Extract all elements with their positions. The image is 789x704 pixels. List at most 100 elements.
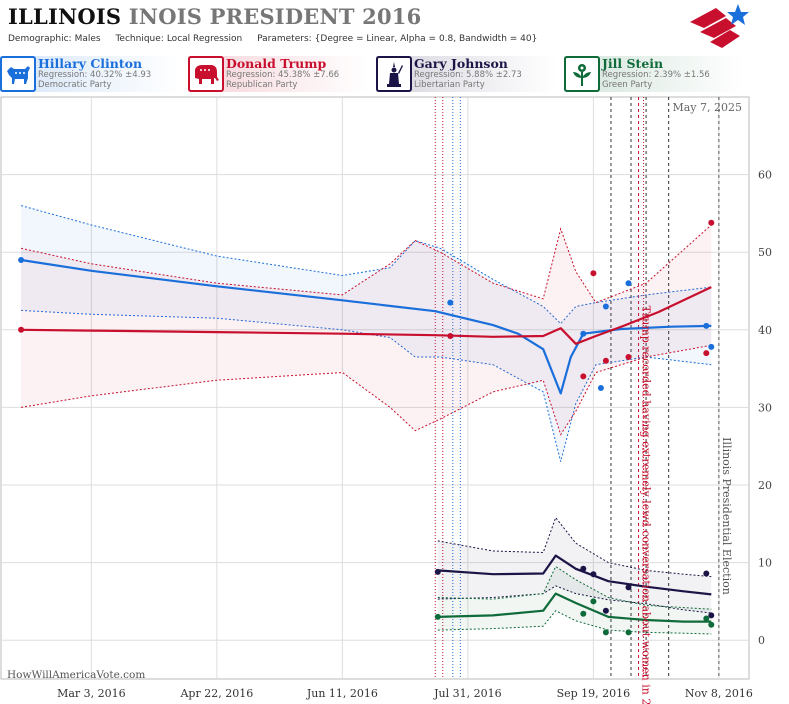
- confidence-band: [21, 225, 712, 435]
- param-key-demographic: Demographic:: [8, 34, 72, 44]
- poll-point: [434, 568, 441, 575]
- horizontal-gridlines: [1, 174, 749, 641]
- candidate-card-trump: Donald Trump Regression: 45.38% ±7.66 Re…: [188, 56, 368, 92]
- lower-bound-line: [21, 309, 712, 462]
- poll-point: [590, 571, 597, 578]
- confidence-band: [437, 566, 712, 634]
- x-tick-label: Mar 3, 2016: [57, 687, 126, 700]
- lower-bound-line: [437, 585, 712, 614]
- poll-point: [580, 330, 587, 337]
- watermark: HowWillAmericaVote.com: [7, 669, 145, 681]
- param-key-technique: Technique:: [115, 34, 164, 44]
- lower-bound-line: [437, 610, 712, 635]
- candidate-party: Democratic Party: [38, 80, 112, 90]
- poll-point: [590, 270, 597, 277]
- candidate-card-stein: Jill Stein Regression: 2.39% ±1.56 Green…: [564, 56, 744, 92]
- candidate-party: Libertarian Party: [414, 80, 485, 90]
- poll-point: [580, 610, 587, 617]
- poll-point: [434, 613, 441, 620]
- upper-bound-line: [20, 224, 712, 304]
- candidate-party: Green Party: [602, 80, 653, 90]
- x-tick-label: Jun 11, 2016: [306, 687, 378, 700]
- site-logo-icon: [690, 4, 749, 48]
- poll-point: [708, 219, 715, 226]
- param-value-technique: Local Regression: [166, 34, 243, 44]
- poll-point: [447, 299, 454, 306]
- y-tick-labels: 0 10 20 30 40 50 60: [758, 169, 772, 648]
- candidate-name: Donald Trump: [226, 56, 327, 71]
- lower-bound-line: [21, 344, 712, 436]
- candidate-card-clinton: Hillary Clinton Regression: 40.32% ±4.93…: [0, 56, 180, 92]
- poll-point: [602, 629, 609, 636]
- y-tick-label: 10: [758, 557, 772, 570]
- date-label: May 7, 2025: [672, 101, 742, 114]
- event-label: Trump recorded having extremely lewd con…: [640, 306, 653, 704]
- poll-point: [602, 607, 609, 614]
- candidate-name: Gary Johnson: [414, 56, 508, 71]
- poll-point: [708, 343, 715, 350]
- candidate-party: Republican Party: [226, 80, 298, 90]
- poll-point: [447, 333, 454, 339]
- candidate-name: Hillary Clinton: [38, 56, 143, 71]
- regression-line: [437, 554, 712, 596]
- title-race: INOIS PRESIDENT 2016: [128, 4, 422, 29]
- y-tick-label: 60: [758, 169, 772, 182]
- page-title: ILLINOIS INOIS PRESIDENT 2016: [8, 4, 421, 29]
- y-tick-label: 30: [758, 401, 772, 414]
- poll-point: [708, 612, 715, 619]
- poll-point: [602, 303, 609, 310]
- donkey-icon: [0, 56, 36, 92]
- param-value-parameters: {Degree = Linear, Alpha = 0.8, Bandwidth…: [314, 34, 538, 44]
- x-tick-label: Nov 8, 2016: [685, 687, 753, 700]
- poll-point: [597, 385, 604, 391]
- poll-point: [625, 629, 632, 636]
- poll-point: [708, 621, 715, 628]
- vertical-gridlines: [90, 97, 720, 679]
- candidate-regression: Regression: 45.38% ±7.66: [226, 70, 340, 80]
- event-lines: [434, 97, 720, 679]
- x-tick-label: Sep 19, 2016: [557, 687, 631, 700]
- poll-point: [703, 570, 710, 577]
- poll-chart: 0 10 20 30 40 50 60 Mar 3, 2016 Apr 22, 2016 Jun…: [0, 96, 772, 704]
- poll-points: [18, 219, 715, 636]
- poll-point: [18, 326, 25, 333]
- confidence-band: [437, 517, 712, 613]
- candidate-card-johnson: Gary Johnson Regression: 5.88% ±2.73 Lib…: [376, 56, 556, 92]
- poll-point: [625, 354, 632, 360]
- x-tick-labels: Mar 3, 2016 Apr 22, 2016 Jun 11, 2016 Jul 3…: [57, 687, 753, 700]
- event-label: Illinois Presidential Election: [720, 437, 733, 595]
- upper-bound-line: [437, 516, 712, 578]
- poll-point: [590, 598, 597, 605]
- upper-bound-line: [437, 565, 712, 610]
- x-tick-label: Jul 31, 2016: [433, 687, 502, 700]
- candidate-name: Jill Stein: [602, 56, 664, 71]
- poll-point: [703, 615, 710, 622]
- elephant-icon: [188, 56, 224, 92]
- candidate-regression: Regression: 40.32% ±4.93: [38, 70, 152, 80]
- param-key-parameters: Parameters:: [257, 34, 312, 44]
- plot-frame: [0, 96, 750, 680]
- candidate-regression: Regression: 2.39% ±1.56: [602, 70, 710, 80]
- regression-lines: [20, 258, 712, 623]
- poll-point: [703, 322, 710, 329]
- regression-line: [21, 286, 712, 345]
- title-state: ILLINOIS: [8, 4, 122, 29]
- poll-point: [703, 350, 710, 357]
- poll-point: [18, 257, 25, 263]
- poll-point: [580, 565, 587, 572]
- param-value-demographic: Males: [74, 34, 101, 44]
- liberty-icon: [376, 56, 412, 92]
- parameters-line: Demographic: Males Technique: Local Regres…: [8, 34, 549, 44]
- event-labels: Trump recorded having extremely lewd con…: [640, 306, 733, 704]
- x-tick-label: Apr 22, 2016: [179, 687, 253, 700]
- y-tick-label: 50: [758, 246, 772, 259]
- flower-icon: [564, 56, 600, 92]
- poll-point: [580, 373, 587, 380]
- y-tick-label: 0: [758, 634, 765, 647]
- poll-point: [602, 357, 609, 364]
- regression-line: [437, 592, 712, 623]
- poll-point: [625, 280, 632, 287]
- poll-point: [625, 584, 632, 591]
- candidate-regression: Regression: 5.88% ±2.73: [414, 70, 522, 80]
- header: ILLINOIS INOIS PRESIDENT 2016 Demographi…: [0, 0, 789, 96]
